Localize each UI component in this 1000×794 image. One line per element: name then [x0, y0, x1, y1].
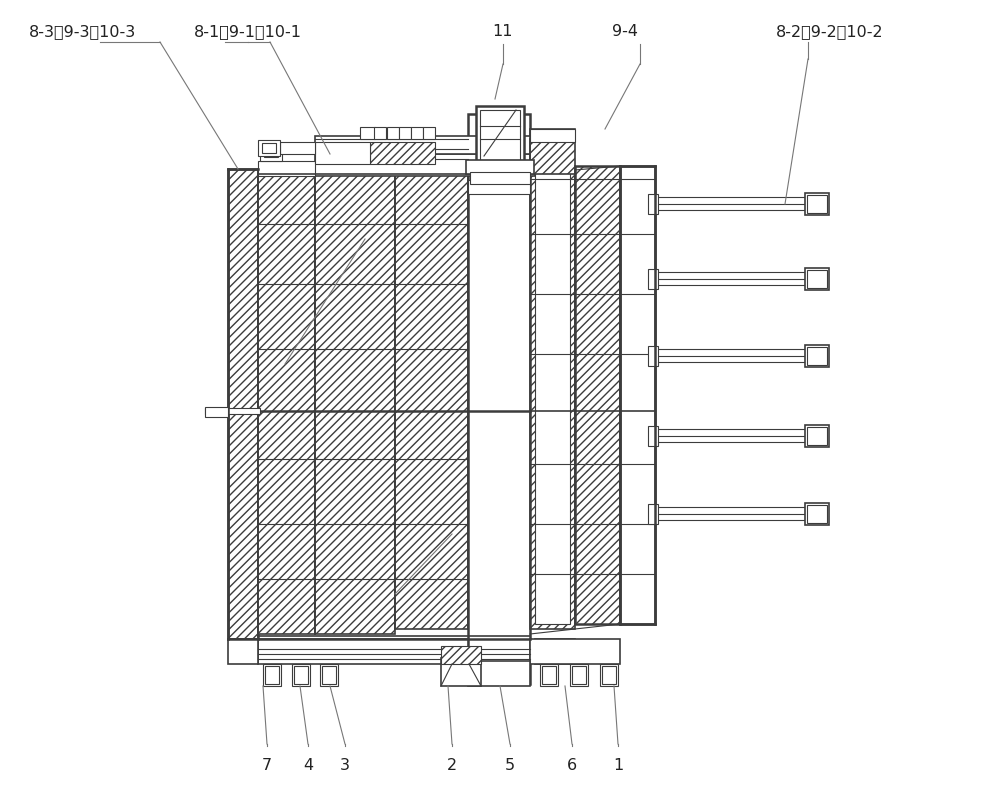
Text: 4: 4: [303, 758, 313, 773]
Bar: [205, 408, 260, 414]
Bar: [262, 143, 276, 153]
Text: 8-2、9-2、10-2: 8-2、9-2、10-2: [776, 25, 884, 40]
Bar: [258, 639, 468, 664]
Bar: [648, 269, 658, 289]
Bar: [258, 140, 280, 156]
Bar: [360, 127, 375, 139]
Bar: [280, 142, 315, 154]
Bar: [655, 349, 805, 362]
Bar: [655, 429, 805, 442]
Bar: [264, 147, 278, 157]
Bar: [602, 666, 616, 684]
Bar: [807, 427, 827, 445]
Bar: [570, 664, 588, 686]
Bar: [807, 347, 827, 365]
Bar: [655, 272, 805, 285]
Bar: [648, 346, 658, 366]
Bar: [542, 666, 556, 684]
Bar: [258, 174, 315, 634]
Text: 6: 6: [567, 758, 577, 773]
Bar: [655, 197, 805, 210]
Text: 8-1、9-1、10-1: 8-1、9-1、10-1: [194, 25, 302, 40]
Bar: [265, 666, 279, 684]
Bar: [807, 270, 827, 288]
Bar: [530, 639, 620, 664]
Bar: [655, 507, 805, 520]
Bar: [423, 127, 435, 139]
Bar: [530, 129, 575, 142]
Text: 5: 5: [505, 758, 515, 773]
Bar: [535, 639, 575, 664]
Bar: [807, 505, 827, 523]
Bar: [805, 503, 829, 525]
Bar: [805, 345, 829, 367]
Bar: [228, 169, 258, 639]
Bar: [480, 110, 520, 160]
Bar: [294, 666, 308, 684]
Bar: [468, 180, 530, 194]
Bar: [228, 639, 258, 664]
Bar: [648, 504, 658, 524]
Bar: [374, 127, 386, 139]
Text: 11: 11: [493, 25, 513, 40]
Bar: [476, 106, 524, 164]
Bar: [441, 658, 481, 686]
Bar: [648, 194, 658, 214]
Bar: [807, 195, 827, 213]
Bar: [470, 172, 530, 184]
Text: 1: 1: [613, 758, 623, 773]
Bar: [292, 664, 310, 686]
Bar: [315, 142, 370, 164]
Text: 8-3、9-3、10-3: 8-3、9-3、10-3: [28, 25, 136, 40]
Bar: [315, 154, 535, 176]
Bar: [530, 129, 575, 174]
Bar: [399, 127, 411, 139]
Bar: [535, 169, 570, 624]
Bar: [805, 268, 829, 290]
Bar: [575, 166, 620, 624]
Bar: [263, 664, 281, 686]
Bar: [315, 136, 535, 154]
Bar: [540, 664, 558, 686]
Bar: [370, 142, 435, 164]
Bar: [315, 169, 395, 634]
Bar: [468, 661, 530, 686]
Text: 7: 7: [262, 758, 272, 773]
Text: 9-4: 9-4: [612, 25, 638, 40]
Bar: [600, 664, 618, 686]
Text: 2: 2: [447, 758, 457, 773]
Bar: [322, 666, 336, 684]
Bar: [387, 127, 399, 139]
Bar: [530, 166, 575, 629]
Bar: [466, 160, 534, 174]
Bar: [320, 664, 338, 686]
Bar: [205, 407, 228, 417]
Bar: [620, 166, 655, 624]
Bar: [260, 143, 282, 161]
Bar: [648, 426, 658, 446]
Bar: [572, 666, 586, 684]
Bar: [441, 646, 481, 664]
Text: 3: 3: [340, 758, 350, 773]
Bar: [258, 161, 315, 176]
Bar: [411, 127, 423, 139]
Bar: [395, 174, 468, 629]
Bar: [805, 425, 829, 447]
Bar: [805, 193, 829, 215]
Bar: [468, 114, 530, 684]
